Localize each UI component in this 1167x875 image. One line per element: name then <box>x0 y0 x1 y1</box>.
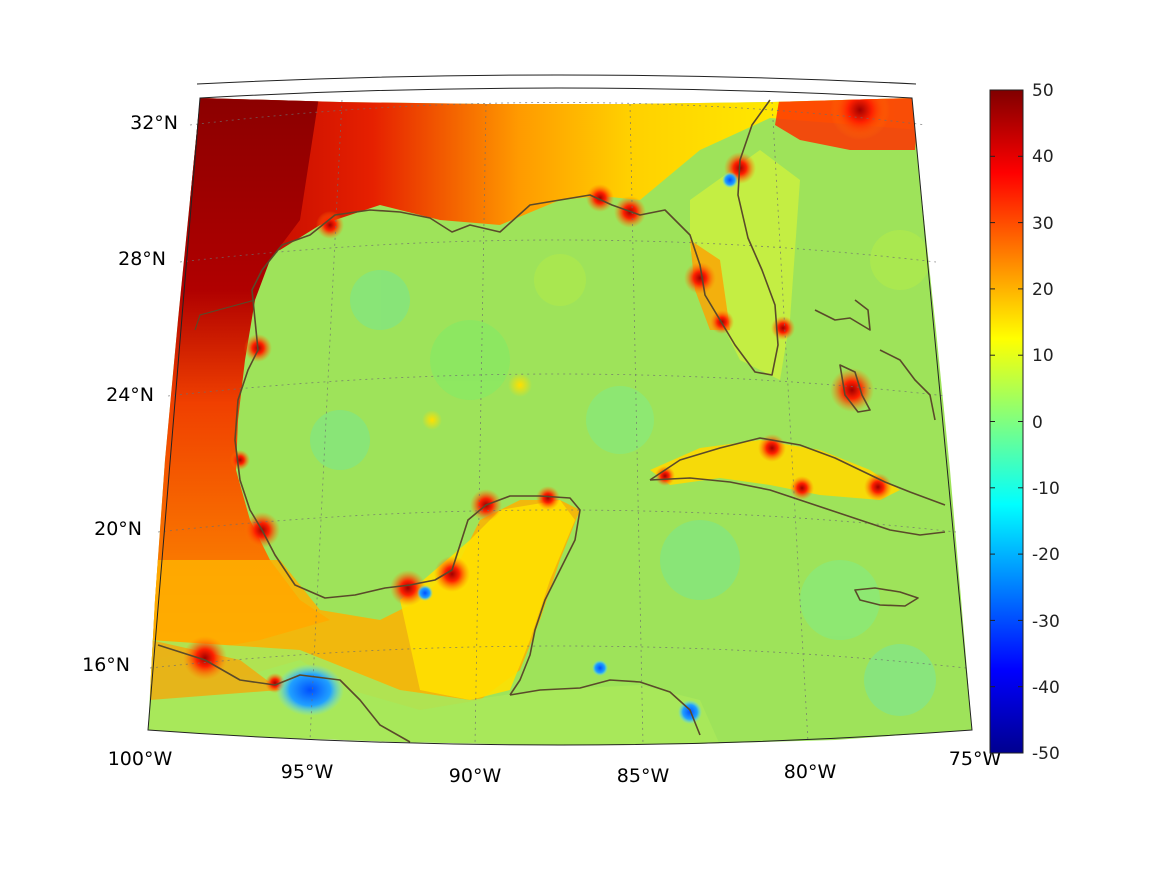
map-frame <box>147 87 973 746</box>
lat-label-28n: 28°N <box>118 248 166 270</box>
frame-top-outer <box>196 74 917 85</box>
lon-labels: 100°W 95°W 90°W 85°W 80°W 75°W <box>108 748 1002 787</box>
colorbar-label: -10 <box>1032 479 1060 499</box>
colorbar-labels: 50 40 30 20 10 0 -10 -20 -30 -40 -50 <box>1032 81 1060 764</box>
lat-label-24n: 24°N <box>106 384 154 406</box>
lon-label-80w: 80°W <box>784 761 837 783</box>
colorbar-ticks <box>990 89 1023 754</box>
lon-label-85w: 85°W <box>617 765 670 787</box>
lat-labels: 32°N 28°N 24°N 20°N 16°N <box>82 112 178 676</box>
coastlines <box>157 99 946 743</box>
lon-label-95w: 95°W <box>281 761 334 783</box>
colorbar-label: 0 <box>1032 413 1043 433</box>
colorbar-label: 50 <box>1032 81 1054 101</box>
colorbar-label: 40 <box>1032 147 1054 167</box>
colorbar-label: 30 <box>1032 214 1054 234</box>
colorbar: 50 40 30 20 10 0 -10 -20 -30 -40 -50 <box>989 81 1060 764</box>
colorbar-label: 10 <box>1032 346 1054 366</box>
colorbar-label: -30 <box>1032 612 1060 632</box>
map-field <box>148 98 972 745</box>
colorbar-gradient <box>989 89 1024 754</box>
colorbar-label: 20 <box>1032 280 1054 300</box>
lat-label-32n: 32°N <box>130 112 178 134</box>
lon-label-75w: 75°W <box>949 748 1002 770</box>
lat-label-16n: 16°N <box>82 654 130 676</box>
lon-label-90w: 90°W <box>449 765 502 787</box>
colorbar-label: -40 <box>1032 678 1060 698</box>
lat-label-20n: 20°N <box>94 518 142 540</box>
lon-label-100w: 100°W <box>108 748 173 770</box>
graticule <box>149 99 967 746</box>
colorbar-label: -50 <box>1032 744 1060 764</box>
colorbar-label: -20 <box>1032 545 1060 565</box>
